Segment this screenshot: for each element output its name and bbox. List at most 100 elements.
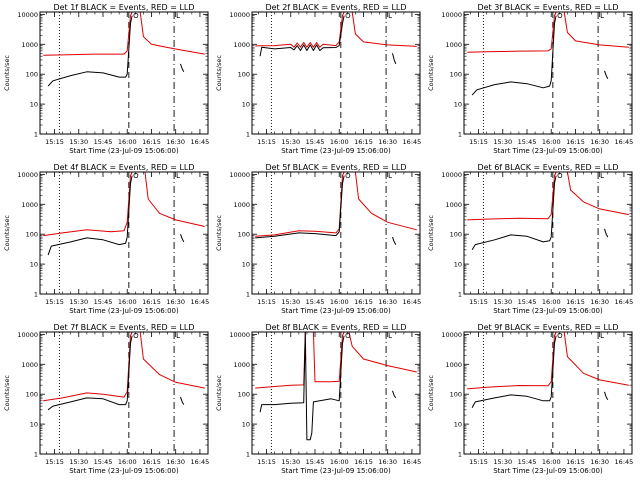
x-tick-label: 16:15 xyxy=(566,298,585,306)
y-tick-label: 1000 xyxy=(233,41,250,49)
x-tick-label: 15:30 xyxy=(493,138,512,146)
series-events-line xyxy=(392,390,397,399)
x-tick-label: 15:45 xyxy=(518,298,537,306)
x-axis-label: Start Time (23-Jul-09 15:06:00) xyxy=(493,307,603,315)
y-tick-label: 10 xyxy=(30,101,38,109)
series-events-line xyxy=(259,332,345,441)
y-tick-label: 1 xyxy=(246,131,250,139)
top-marker-l: L xyxy=(600,172,604,180)
x-tick-label: 16:30 xyxy=(378,138,397,146)
y-axis-label: Counts/sec xyxy=(215,55,223,91)
x-tick-label: 16:00 xyxy=(330,138,349,146)
y-axis-label: Counts/sec xyxy=(427,215,435,251)
y-tick-label: 10000 xyxy=(229,171,250,179)
x-tick-label: 15:15 xyxy=(257,138,276,146)
x-tick-label: 16:30 xyxy=(378,458,397,466)
y-tick-label: 100 xyxy=(238,231,250,239)
x-tick-label: 15:45 xyxy=(518,138,537,146)
x-tick-label: 16:45 xyxy=(403,458,422,466)
y-tick-label: 100 xyxy=(450,391,462,399)
plot-frame xyxy=(251,331,421,455)
x-tick-label: 15:15 xyxy=(469,138,488,146)
top-marker-l: L xyxy=(176,332,180,340)
series-lld-line xyxy=(255,12,417,48)
panel-3: Det 3f BLACK = Events, RED = LLD Counts/s… xyxy=(427,3,633,155)
y-tick-label: 10000 xyxy=(229,11,250,19)
y-tick-label: 10 xyxy=(454,421,462,429)
x-tick-label: 16:15 xyxy=(142,298,161,306)
y-tick-label: 1000 xyxy=(21,201,38,209)
x-tick-label: 15:30 xyxy=(493,298,512,306)
series-events-line xyxy=(471,175,557,251)
y-tick-label: 1 xyxy=(34,291,38,299)
x-tick-label: 16:15 xyxy=(142,458,161,466)
x-axis-label: Start Time (23-Jul-09 15:06:00) xyxy=(493,467,603,475)
series-events-line xyxy=(471,335,557,409)
y-tick-label: 10 xyxy=(242,261,250,269)
x-axis-label: Start Time (23-Jul-09 15:06:00) xyxy=(281,307,391,315)
x-tick-label: 15:15 xyxy=(45,458,64,466)
x-tick-label: 16:00 xyxy=(542,298,561,306)
x-tick-label: 16:45 xyxy=(191,138,210,146)
plot-frame xyxy=(39,11,209,135)
panel-6: Det 6f BLACK = Events, RED = LLD Counts/s… xyxy=(427,163,633,315)
x-tick-label: 15:30 xyxy=(493,458,512,466)
series-lld-line xyxy=(467,332,629,390)
panel-title: Det 8f BLACK = Events, RED = LLD xyxy=(265,323,406,332)
y-tick-label: 1 xyxy=(458,291,462,299)
panel-title: Det 4f BLACK = Events, RED = LLD xyxy=(53,163,194,172)
x-tick-label: 16:30 xyxy=(590,138,609,146)
y-tick-label: 100 xyxy=(26,231,38,239)
y-axis-label: Counts/sec xyxy=(3,375,11,411)
x-tick-label: 16:30 xyxy=(590,458,609,466)
series-lld-line xyxy=(43,172,205,237)
x-tick-label: 16:45 xyxy=(191,458,210,466)
y-tick-label: 10000 xyxy=(441,11,462,19)
x-tick-label: 16:30 xyxy=(166,298,185,306)
x-tick-label: 15:45 xyxy=(94,138,113,146)
top-marker-o: O xyxy=(557,172,563,180)
plot-frame xyxy=(463,331,633,455)
y-tick-label: 100 xyxy=(450,231,462,239)
x-tick-label: 15:15 xyxy=(469,458,488,466)
y-tick-label: 100 xyxy=(26,391,38,399)
y-tick-label: 100 xyxy=(238,391,250,399)
y-tick-label: 10 xyxy=(242,101,250,109)
top-marker-l: L xyxy=(388,12,392,20)
series-events-line xyxy=(259,15,345,57)
x-tick-label: 16:15 xyxy=(142,138,161,146)
x-tick-label: 16:15 xyxy=(566,458,585,466)
x-tick-label: 15:45 xyxy=(306,138,325,146)
x-axis-label: Start Time (23-Jul-09 15:06:00) xyxy=(493,147,603,155)
x-tick-label: 16:15 xyxy=(354,458,373,466)
x-tick-label: 16:15 xyxy=(354,298,373,306)
x-tick-label: 16:45 xyxy=(615,298,634,306)
y-tick-label: 1 xyxy=(458,131,462,139)
x-tick-label: 16:00 xyxy=(542,458,561,466)
panel-1: Det 1f BLACK = Events, RED = LLD Counts/s… xyxy=(3,3,209,155)
x-tick-label: 15:45 xyxy=(94,458,113,466)
x-tick-label: 15:15 xyxy=(45,298,64,306)
x-tick-label: 15:15 xyxy=(257,298,276,306)
x-tick-label: 16:30 xyxy=(166,458,185,466)
y-tick-label: 1000 xyxy=(233,201,250,209)
x-tick-label: 15:45 xyxy=(306,458,325,466)
y-tick-label: 1000 xyxy=(445,41,462,49)
y-tick-label: 10 xyxy=(30,421,38,429)
y-tick-label: 10000 xyxy=(441,331,462,339)
x-tick-label: 16:15 xyxy=(354,138,373,146)
plot-frame xyxy=(251,11,421,135)
y-axis-label: Counts/sec xyxy=(3,55,11,91)
panel-title: Det 9f BLACK = Events, RED = LLD xyxy=(477,323,618,332)
x-tick-label: 15:15 xyxy=(257,458,276,466)
x-tick-label: 16:45 xyxy=(615,458,634,466)
x-tick-label: 15:45 xyxy=(518,458,537,466)
top-marker-l: L xyxy=(388,172,392,180)
series-events-line xyxy=(47,15,133,87)
top-marker-o: O xyxy=(557,332,563,340)
top-marker-o: O xyxy=(133,172,139,180)
x-tick-label: 15:45 xyxy=(306,298,325,306)
series-lld-line xyxy=(255,332,417,389)
